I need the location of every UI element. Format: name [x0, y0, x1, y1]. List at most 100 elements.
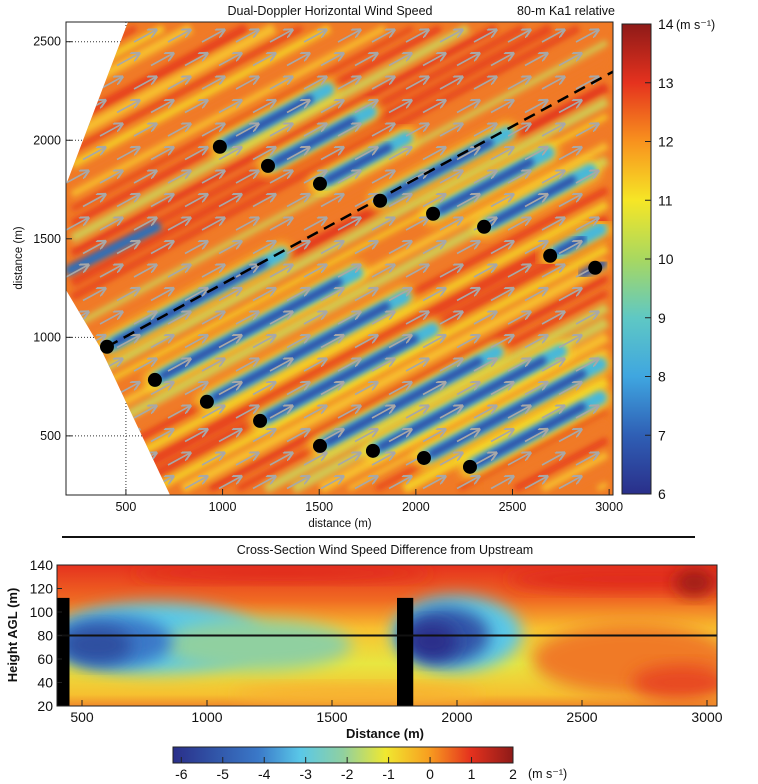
wind-arrow	[66, 77, 88, 90]
wind-arrow	[269, 124, 292, 137]
top-plot-frame	[65, 21, 614, 496]
wind-arrow	[252, 101, 275, 114]
wind-arrow	[303, 453, 326, 466]
wind-arrow	[235, 218, 258, 231]
speed-difference-region	[132, 565, 432, 582]
wind-arrow	[66, 218, 88, 231]
wind-arrow	[541, 218, 564, 231]
wind-arrow	[524, 477, 547, 490]
wind-arrow	[150, 195, 173, 208]
wind-arrow	[354, 148, 377, 161]
wind-arrow	[507, 77, 530, 90]
wind-arrow	[439, 453, 462, 466]
wind-arrow	[167, 453, 190, 466]
wind-arrow	[99, 453, 122, 466]
wind-arrow	[422, 242, 445, 255]
wind-arrow	[99, 124, 122, 137]
colorbar-tick-label: -1	[382, 766, 395, 782]
wind-arrow	[405, 312, 428, 325]
wind-arrow	[150, 101, 173, 114]
turbine-marker	[477, 219, 492, 234]
y-tick-label: 1000	[33, 330, 61, 344]
turbine-marker	[426, 206, 441, 221]
speed-difference-region	[232, 684, 482, 704]
wind-arrow	[371, 77, 394, 90]
wind-arrow	[490, 383, 513, 396]
wind-arrow	[439, 171, 462, 184]
wind-arrow	[303, 30, 326, 43]
turbine-marker	[212, 139, 227, 154]
y-tick-label: 120	[30, 581, 54, 597]
wind-arrow	[541, 171, 564, 184]
wind-arrow	[558, 336, 581, 349]
wind-arrow	[575, 218, 598, 231]
wind-arrow	[320, 477, 343, 490]
wind-arrow	[82, 148, 105, 161]
turbine-marker	[416, 450, 431, 465]
colorbar-tick-label: -2	[341, 766, 354, 782]
speed-band	[596, 481, 609, 492]
wind-arrow	[184, 101, 207, 114]
wind-arrow	[354, 336, 377, 349]
wind-arrow	[99, 312, 122, 325]
turbine-tower	[57, 597, 70, 706]
wind-arrow	[99, 265, 122, 278]
y-tick-label: 100	[30, 604, 54, 620]
wind-arrow	[405, 406, 428, 419]
x-tick-label: 1500	[316, 709, 347, 725]
wind-arrow	[116, 242, 139, 255]
top-chart-subtitle: 80-m Ka1 relative	[517, 4, 615, 18]
wind-arrow	[303, 312, 326, 325]
wind-arrow	[201, 265, 224, 278]
wind-arrow	[252, 336, 275, 349]
wind-arrow	[116, 195, 139, 208]
wind-arrow	[388, 242, 411, 255]
wind-arrow	[286, 430, 309, 443]
wind-arrow	[252, 195, 275, 208]
wind-arrow	[337, 218, 360, 231]
wind-arrow	[337, 453, 360, 466]
wind-arrow	[371, 406, 394, 419]
wind-arrow	[303, 406, 326, 419]
wind-arrow	[439, 312, 462, 325]
turbine-marker	[588, 260, 603, 275]
wind-arrow	[558, 383, 581, 396]
wind-arrow	[320, 101, 343, 114]
wind-arrow	[507, 30, 530, 43]
speed-band	[70, 24, 498, 257]
wind-arrow	[133, 171, 156, 184]
wind-arrow	[167, 171, 190, 184]
x-tick-label: 2500	[499, 500, 527, 514]
top-chart-title: Dual-Doppler Horizontal Wind Speed	[228, 4, 433, 18]
wake-core	[223, 95, 314, 147]
wind-arrow	[558, 101, 581, 114]
wind-arrow	[371, 171, 394, 184]
wind-arrow	[269, 30, 292, 43]
wind-arrow	[524, 383, 547, 396]
bottom-colorbar-unit: (m s⁻¹)	[528, 767, 567, 781]
wind-arrow	[422, 336, 445, 349]
wind-arrow	[235, 406, 258, 419]
wind-arrow	[320, 54, 343, 67]
wind-arrow	[524, 430, 547, 443]
wind-arrow	[524, 101, 547, 114]
wind-arrow	[490, 242, 513, 255]
wind-arrow	[201, 77, 224, 90]
wind-arrow	[473, 124, 496, 137]
speed-difference-region	[407, 622, 457, 661]
wind-arrow	[116, 54, 139, 67]
wind-arrow	[473, 171, 496, 184]
wind-arrow	[337, 265, 360, 278]
wind-arrow	[116, 477, 139, 490]
wind-arrow	[558, 242, 581, 255]
wind-arrow	[490, 195, 513, 208]
colorbar-tick-label: -5	[217, 766, 230, 782]
wind-arrow	[507, 171, 530, 184]
wind-arrow	[558, 289, 581, 302]
wind-arrow	[116, 101, 139, 114]
wind-arrow	[371, 265, 394, 278]
wake-core	[488, 175, 577, 227]
wind-arrow	[252, 383, 275, 396]
wind-arrow	[167, 124, 190, 137]
wind-arrow	[456, 383, 479, 396]
